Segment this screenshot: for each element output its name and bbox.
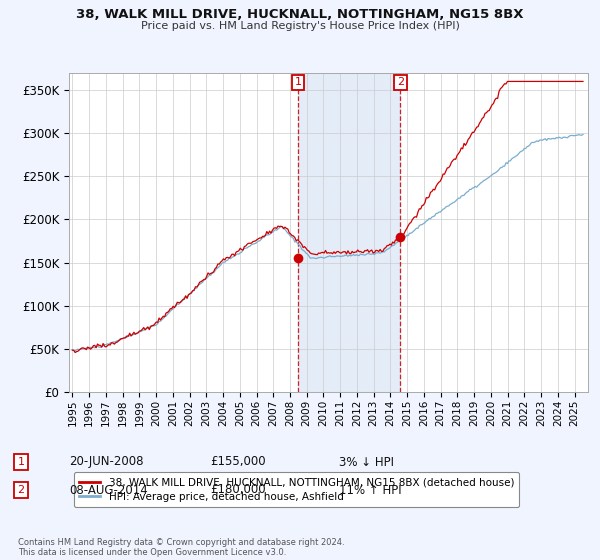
Text: 08-AUG-2014: 08-AUG-2014 — [69, 483, 148, 497]
Text: 1: 1 — [17, 457, 25, 467]
Text: 38, WALK MILL DRIVE, HUCKNALL, NOTTINGHAM, NG15 8BX: 38, WALK MILL DRIVE, HUCKNALL, NOTTINGHA… — [76, 8, 524, 21]
Text: 3% ↓ HPI: 3% ↓ HPI — [339, 455, 394, 469]
Text: 2: 2 — [17, 485, 25, 495]
Text: 20-JUN-2008: 20-JUN-2008 — [69, 455, 143, 469]
Text: Price paid vs. HM Land Registry's House Price Index (HPI): Price paid vs. HM Land Registry's House … — [140, 21, 460, 31]
Text: 11% ↑ HPI: 11% ↑ HPI — [339, 483, 401, 497]
Legend: 38, WALK MILL DRIVE, HUCKNALL, NOTTINGHAM, NG15 8BX (detached house), HPI: Avera: 38, WALK MILL DRIVE, HUCKNALL, NOTTINGHA… — [74, 472, 519, 507]
Text: £155,000: £155,000 — [210, 455, 266, 469]
Text: 2: 2 — [397, 77, 404, 87]
Bar — [298, 73, 400, 392]
Text: £180,000: £180,000 — [210, 483, 266, 497]
Text: 1: 1 — [295, 77, 301, 87]
Text: Contains HM Land Registry data © Crown copyright and database right 2024.
This d: Contains HM Land Registry data © Crown c… — [18, 538, 344, 557]
